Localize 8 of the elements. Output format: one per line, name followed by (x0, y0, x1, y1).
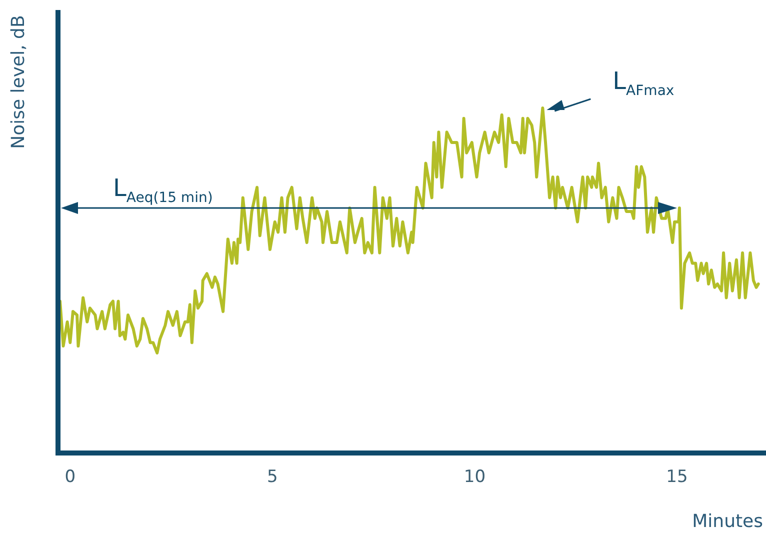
x-tick-label: 0 (64, 467, 76, 487)
y-axis-title: Noise level, dB (8, 15, 29, 149)
x-tick-label: 10 (464, 467, 486, 487)
x-tick-label: 5 (267, 467, 278, 487)
x-tick-label: 15 (666, 467, 688, 487)
ref-line-label: L$_{Aeq(15 min)}$ (113, 174, 213, 206)
x-axis-title: Minutes (692, 511, 763, 532)
annotation: L$_{AFmax}$ (612, 67, 674, 100)
